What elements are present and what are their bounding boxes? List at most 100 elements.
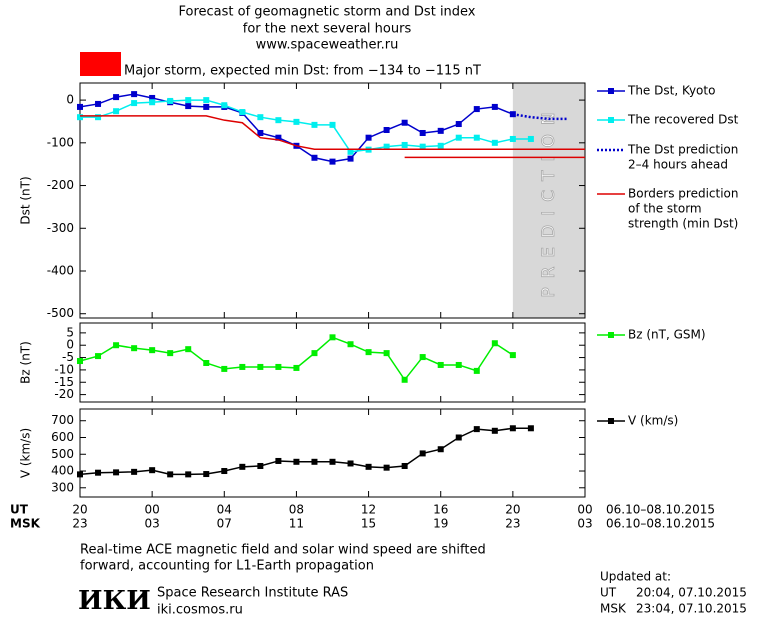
- point: [401, 376, 408, 383]
- point: [419, 129, 426, 136]
- y-tick-label: -5: [62, 350, 74, 364]
- point: [311, 350, 318, 357]
- point: [311, 121, 318, 128]
- y-tick-label: 600: [51, 430, 74, 444]
- point: [455, 121, 462, 128]
- point: [185, 471, 192, 478]
- y-tick-label: 500: [51, 447, 74, 461]
- x-tick-label: 08: [289, 503, 304, 517]
- x-tick-label: 16: [433, 503, 448, 517]
- point: [113, 108, 120, 115]
- series-line: [79, 427, 531, 476]
- point: [491, 139, 498, 146]
- point: [167, 350, 174, 357]
- ut-time: 20:04, 07.10.2015: [636, 586, 747, 600]
- point: [257, 129, 264, 136]
- y-tick-label: -20: [54, 387, 74, 401]
- msk-time: 23:04, 07.10.2015: [636, 602, 747, 616]
- x-label: UT: [10, 503, 29, 517]
- y-tick-label: 5: [66, 325, 74, 339]
- x2-tick-label: 15: [361, 517, 376, 531]
- point: [491, 340, 498, 347]
- legend-label: 2–4 hours ahead: [628, 158, 728, 172]
- point: [131, 468, 138, 475]
- point: [419, 450, 426, 457]
- legend-label: The Dst prediction: [627, 143, 738, 157]
- point: [509, 135, 516, 142]
- point: [473, 426, 480, 433]
- series-line: [80, 115, 585, 150]
- point: [329, 458, 336, 465]
- y-tick-label: -200: [47, 178, 74, 192]
- point: [257, 114, 264, 121]
- point: [383, 350, 390, 357]
- point: [383, 143, 390, 150]
- point: [131, 100, 138, 107]
- prediction-label: PREDICTION: [539, 103, 559, 297]
- point: [365, 463, 372, 470]
- point: [491, 427, 498, 434]
- point: [131, 345, 138, 352]
- point: [401, 462, 408, 469]
- x-tick-label: 00: [577, 503, 592, 517]
- point: [293, 364, 300, 371]
- point: [257, 462, 264, 469]
- point: [293, 458, 300, 465]
- legend-label: of the storm: [628, 202, 702, 216]
- y-tick-label: -400: [47, 264, 74, 278]
- point: [221, 468, 228, 475]
- point: [491, 103, 498, 110]
- point: [509, 352, 516, 359]
- legend-label: Borders prediction: [628, 187, 739, 201]
- y-tick-label: -10: [54, 362, 74, 376]
- y-tick-label: 300: [51, 480, 74, 494]
- point: [311, 458, 318, 465]
- date-range: 06.10–08.10.2015: [606, 517, 715, 531]
- point: [401, 141, 408, 148]
- point: [149, 99, 156, 106]
- y-label: V (km/s): [19, 428, 33, 478]
- legend-marker: [608, 117, 614, 123]
- point: [509, 425, 516, 432]
- legend-label: Bz (nT, GSM): [628, 328, 706, 342]
- point: [95, 114, 102, 121]
- point: [113, 342, 120, 349]
- y-label: Bz (nT): [19, 341, 33, 384]
- y-tick-label: -15: [54, 375, 74, 389]
- legend-marker: [608, 88, 614, 94]
- legend-marker: [608, 418, 614, 424]
- point: [329, 334, 336, 341]
- point: [77, 471, 83, 478]
- point: [419, 143, 426, 150]
- y-tick-label: 400: [51, 464, 74, 478]
- panel-frame: [79, 82, 586, 319]
- point: [419, 354, 426, 361]
- point: [437, 127, 444, 134]
- x-tick-label: 20: [72, 503, 87, 517]
- ut-label: UT: [600, 586, 617, 600]
- y-tick-label: 0: [66, 93, 74, 107]
- point: [149, 347, 156, 354]
- point: [221, 102, 228, 109]
- point: [95, 100, 102, 107]
- point: [221, 365, 228, 372]
- series-line: [512, 112, 567, 121]
- point: [203, 103, 210, 110]
- msk-label: MSK: [600, 602, 627, 616]
- prediction-region: [512, 83, 585, 318]
- point: [203, 97, 210, 104]
- series-line: [79, 336, 514, 382]
- point: [113, 94, 120, 101]
- point: [257, 363, 264, 370]
- series-line: [79, 93, 514, 163]
- site: iki.cosmos.ru: [157, 603, 243, 618]
- point: [527, 135, 534, 142]
- point: [329, 158, 336, 165]
- y-tick-label: 700: [51, 413, 74, 427]
- point: [527, 425, 534, 432]
- legend-label: The Dst, Kyoto: [627, 84, 715, 98]
- updated: Updated at:: [600, 570, 671, 584]
- point: [473, 134, 480, 141]
- x-tick-label: 00: [145, 503, 160, 517]
